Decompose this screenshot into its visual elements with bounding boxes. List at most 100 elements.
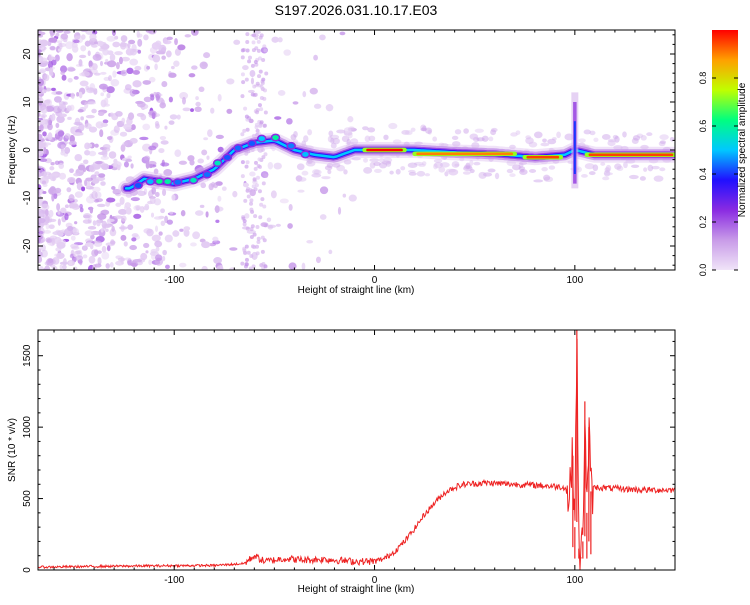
y-tick-label: 20 [22, 48, 33, 60]
noise-speckle [245, 127, 250, 132]
noise-speckle [407, 162, 418, 168]
noise-speckle [158, 215, 165, 219]
noise-speckle [131, 233, 139, 238]
noise-speckle [163, 40, 172, 45]
noise-speckle [292, 101, 299, 105]
noise-speckle [343, 169, 348, 175]
noise-speckle [487, 168, 496, 173]
noise-speckle [123, 123, 132, 130]
noise-speckle [374, 168, 382, 173]
noise-speckle [584, 163, 595, 170]
noise-speckle [38, 148, 44, 157]
noise-speckle [215, 219, 220, 223]
noise-speckle [240, 261, 245, 266]
noise-speckle [68, 260, 73, 267]
noise-speckle [192, 231, 201, 240]
noise-speckle [134, 65, 142, 71]
noise-speckle [613, 145, 623, 150]
noise-speckle [250, 77, 255, 85]
noise-speckle [38, 210, 46, 218]
noise-speckle [39, 68, 47, 74]
noise-speckle [589, 130, 596, 136]
noise-speckle [313, 54, 318, 61]
noise-speckle [91, 191, 98, 200]
noise-speckle [91, 108, 97, 114]
noise-speckle [81, 71, 90, 77]
noise-speckle [258, 215, 263, 220]
noise-speckle [92, 54, 102, 61]
noise-speckle [51, 193, 55, 202]
noise-speckle [217, 195, 222, 202]
noise-speckle [39, 158, 48, 163]
noise-speckle [226, 108, 233, 114]
noise-speckle [84, 40, 91, 47]
noise-speckle [540, 142, 550, 147]
noise-speckle [100, 181, 106, 186]
noise-speckle [115, 202, 122, 207]
noise-speckle [614, 163, 622, 170]
noise-speckle [256, 239, 261, 244]
trace-blob [212, 159, 223, 168]
noise-speckle [42, 89, 47, 94]
noise-speckle [622, 131, 627, 138]
noise-speckle [274, 116, 282, 120]
snr-series [38, 330, 675, 570]
noise-speckle [203, 137, 209, 141]
noise-speckle [301, 170, 309, 176]
noise-speckle [245, 48, 250, 53]
colorbar-label: Normalized spectral amplitude [737, 82, 748, 217]
noise-speckle [213, 257, 222, 265]
noise-speckle [129, 245, 137, 251]
noise-speckle [143, 242, 150, 248]
noise-speckle [257, 56, 262, 61]
y-tick-label: 10 [22, 96, 33, 108]
noise-speckle [124, 257, 132, 261]
noise-speckle [245, 226, 250, 231]
noise-speckle [38, 184, 42, 191]
x-tick-label: -100 [164, 275, 184, 286]
noise-speckle [199, 204, 205, 208]
noise-speckle [100, 122, 108, 127]
noise-speckle [127, 42, 131, 49]
noise-speckle [120, 224, 125, 232]
noise-speckle [87, 226, 97, 230]
noise-speckle [57, 239, 67, 246]
noise-speckle [146, 65, 151, 70]
noise-speckle [259, 202, 264, 207]
noise-speckle [132, 80, 142, 88]
noise-speckle [88, 164, 96, 173]
noise-speckle [105, 228, 109, 232]
noise-speckle [137, 190, 146, 197]
colorbar-tick-label: 0.8 [698, 72, 708, 85]
noise-speckle [168, 96, 173, 103]
noise-speckle [38, 133, 43, 140]
noise-speckle [321, 176, 331, 180]
noise-speckle [112, 41, 121, 48]
noise-speckle [151, 112, 156, 120]
noise-speckle [164, 125, 168, 130]
noise-speckle [97, 213, 107, 220]
noise-speckle [217, 146, 224, 153]
noise-speckle [244, 213, 250, 219]
y-tick-label: 0 [22, 147, 33, 153]
noise-speckle [255, 251, 260, 256]
noise-speckle [161, 81, 168, 88]
noise-speckle [166, 219, 173, 225]
noise-speckle [149, 197, 156, 205]
noise-speckle [143, 155, 151, 161]
spectrogram-x-ticks: -100 0 100 [53, 30, 676, 286]
colorbar: 0.0 0.2 0.4 0.6 0.8 Normalized spectral ampl… [698, 30, 748, 276]
noise-speckle [70, 92, 75, 99]
noise-speckle [250, 63, 255, 68]
noise-speckle [425, 127, 433, 134]
snr-frame [37, 329, 676, 571]
noise-speckle [229, 247, 238, 251]
noise-speckle [130, 163, 134, 169]
noise-speckle [38, 234, 43, 240]
noise-speckle [313, 103, 322, 109]
noise-speckle [77, 164, 86, 171]
noise-speckle [98, 83, 108, 90]
noise-speckle [249, 171, 256, 177]
noise-speckle [49, 45, 56, 51]
